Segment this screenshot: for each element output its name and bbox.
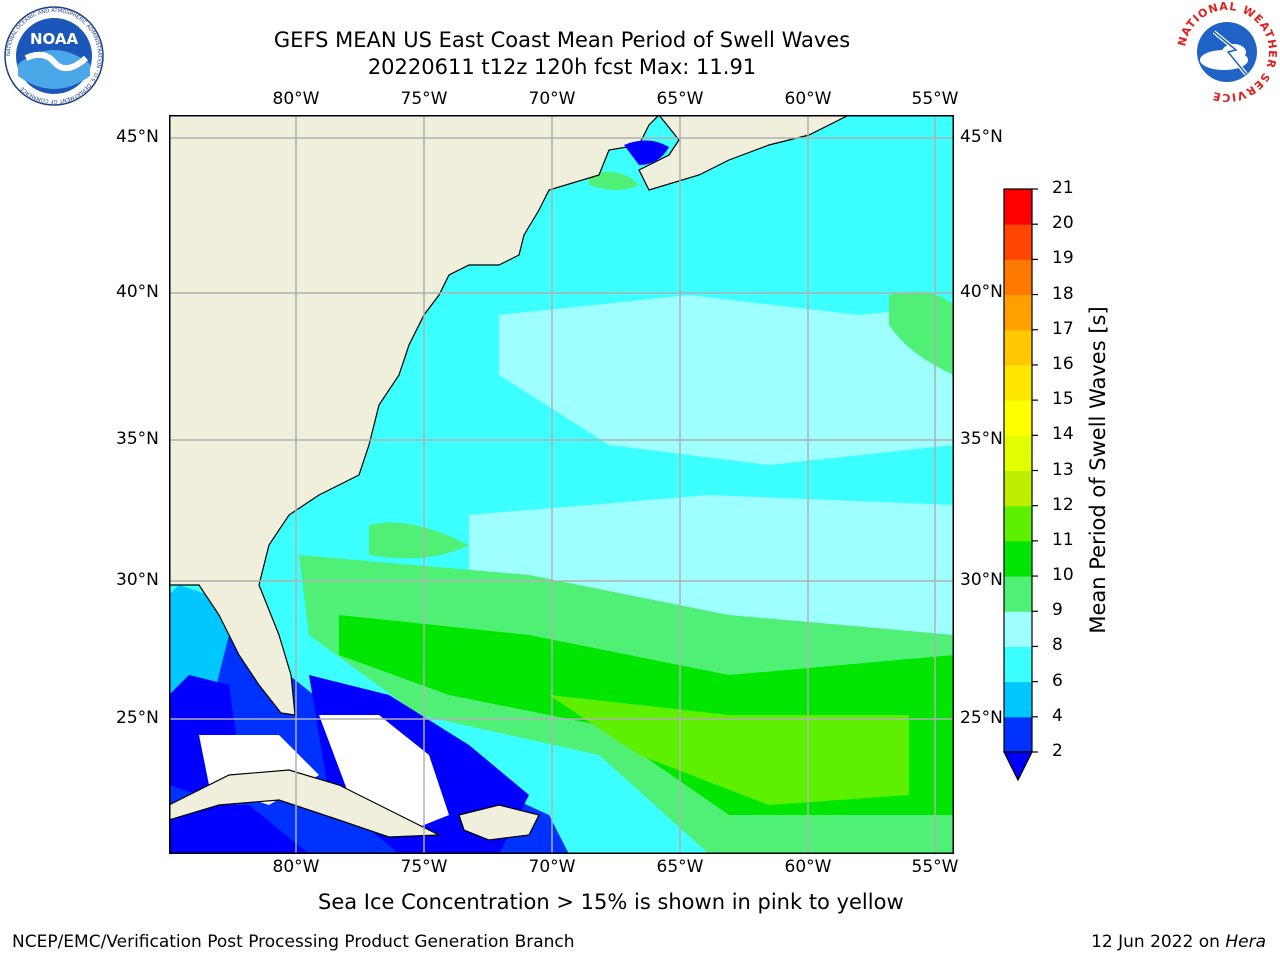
colorbar-segment — [1004, 611, 1032, 647]
colorbar-label: Mean Period of Swell Waves [s] — [1086, 306, 1110, 634]
lat-label-left-45n: 45°N — [116, 127, 159, 147]
colorbar-tick-label: 2 — [1052, 741, 1063, 761]
colorbar-tick-label: 14 — [1052, 424, 1074, 445]
colorbar-tick-label: 8 — [1052, 635, 1063, 656]
colorbar-segment — [1004, 329, 1032, 366]
land-us — [169, 115, 660, 716]
colorbar-segment — [1004, 294, 1032, 331]
lat-label-right-45n: 45°N — [960, 127, 1003, 147]
colorbar-segment — [1004, 681, 1032, 718]
lat-label-right-40n: 40°N — [960, 282, 1003, 302]
colorbar-tick-label: 20 — [1052, 213, 1074, 234]
colorbar-segment — [1004, 576, 1032, 612]
colorbar-segment — [1004, 540, 1032, 577]
lon-label-top-65w: 65°W — [656, 89, 704, 109]
colorbar-tick-label: 6 — [1052, 670, 1063, 691]
colorbar-tick-label: 10 — [1052, 565, 1074, 586]
footer-branch: NCEP/EMC/Verification Post Processing Pr… — [12, 932, 575, 952]
colorbar-tick-label: 19 — [1052, 248, 1074, 269]
colorbar-tick-label: 16 — [1052, 353, 1074, 374]
lat-label-right-30n: 30°N — [960, 570, 1003, 590]
lon-label-bottom-75w: 75°W — [400, 857, 448, 877]
colorbar — [1003, 188, 1038, 782]
lon-label-top-75w: 75°W — [400, 89, 448, 109]
colorbar-tick-label: 18 — [1052, 283, 1074, 304]
colorbar-tick-label: 11 — [1052, 529, 1074, 550]
field-band-11-12 — [549, 695, 909, 805]
colorbar-segment — [1004, 400, 1032, 436]
colorbar-tick-label: 13 — [1052, 459, 1074, 480]
land-cuba — [169, 769, 440, 838]
lat-label-right-35n: 35°N — [960, 429, 1003, 449]
sea-ice-note: Sea Ice Concentration > 15% is shown in … — [318, 890, 904, 914]
colorbar-segment — [1004, 505, 1032, 542]
lon-label-top-55w: 55°W — [911, 89, 959, 109]
map-title: GEFS MEAN US East Coast Mean Period of S… — [273, 28, 851, 52]
noaa-logo-icon: NOAA NATIONAL OCEANIC AND ATMOSPHERIC AD… — [4, 6, 104, 106]
svg-text:NOAA: NOAA — [30, 30, 79, 48]
swell-period-map — [169, 115, 954, 854]
land-nova-scotia — [638, 115, 850, 191]
colorbar-under-triangle — [1003, 751, 1033, 782]
lon-label-top-70w: 70°W — [528, 89, 576, 109]
lon-label-bottom-60w: 60°W — [784, 857, 832, 877]
colorbar-segment — [1004, 259, 1032, 296]
colorbar-tick-label: 15 — [1052, 389, 1074, 410]
colorbar-tick-label: 21 — [1052, 178, 1074, 198]
lat-label-right-25n: 25°N — [960, 708, 1003, 728]
colorbar-tick-label: 17 — [1052, 318, 1074, 339]
colorbar-segment — [1004, 470, 1032, 507]
lon-label-bottom-80w: 80°W — [272, 857, 320, 877]
map-subtitle: 20220611 t12z 120h fcst Max: 11.91 — [367, 55, 757, 79]
footer-date-text: 12 Jun 2022 on — [1091, 932, 1226, 952]
field-band-8-9-north — [499, 295, 954, 465]
lon-label-bottom-70w: 70°W — [528, 857, 576, 877]
colorbar-segment — [1004, 189, 1032, 225]
lon-label-top-60w: 60°W — [784, 89, 832, 109]
lat-label-left-40n: 40°N — [116, 282, 159, 302]
colorbar-tick-label: 4 — [1052, 705, 1063, 726]
footer-machine: Hera — [1225, 932, 1266, 952]
colorbar-tick-label: 9 — [1052, 600, 1063, 621]
lat-label-left-25n: 25°N — [116, 708, 159, 728]
colorbar-segment — [1004, 646, 1032, 683]
lon-label-bottom-65w: 65°W — [656, 857, 704, 877]
lon-label-top-80w: 80°W — [272, 89, 320, 109]
colorbar-segment — [1004, 224, 1032, 260]
colorbar-segment — [1004, 716, 1032, 753]
lat-label-left-35n: 35°N — [116, 429, 159, 449]
colorbar-segment — [1004, 435, 1032, 471]
nws-logo-icon: NATIONAL WEATHER SERVICE — [1176, 2, 1278, 102]
land-hispaniola — [458, 804, 540, 841]
lat-label-left-30n: 30°N — [116, 570, 159, 590]
colorbar-tick-label: 12 — [1052, 494, 1074, 515]
lon-label-bottom-55w: 55°W — [911, 857, 959, 877]
footer-date: 12 Jun 2022 on Hera — [1091, 932, 1266, 952]
colorbar-segment — [1004, 364, 1032, 401]
